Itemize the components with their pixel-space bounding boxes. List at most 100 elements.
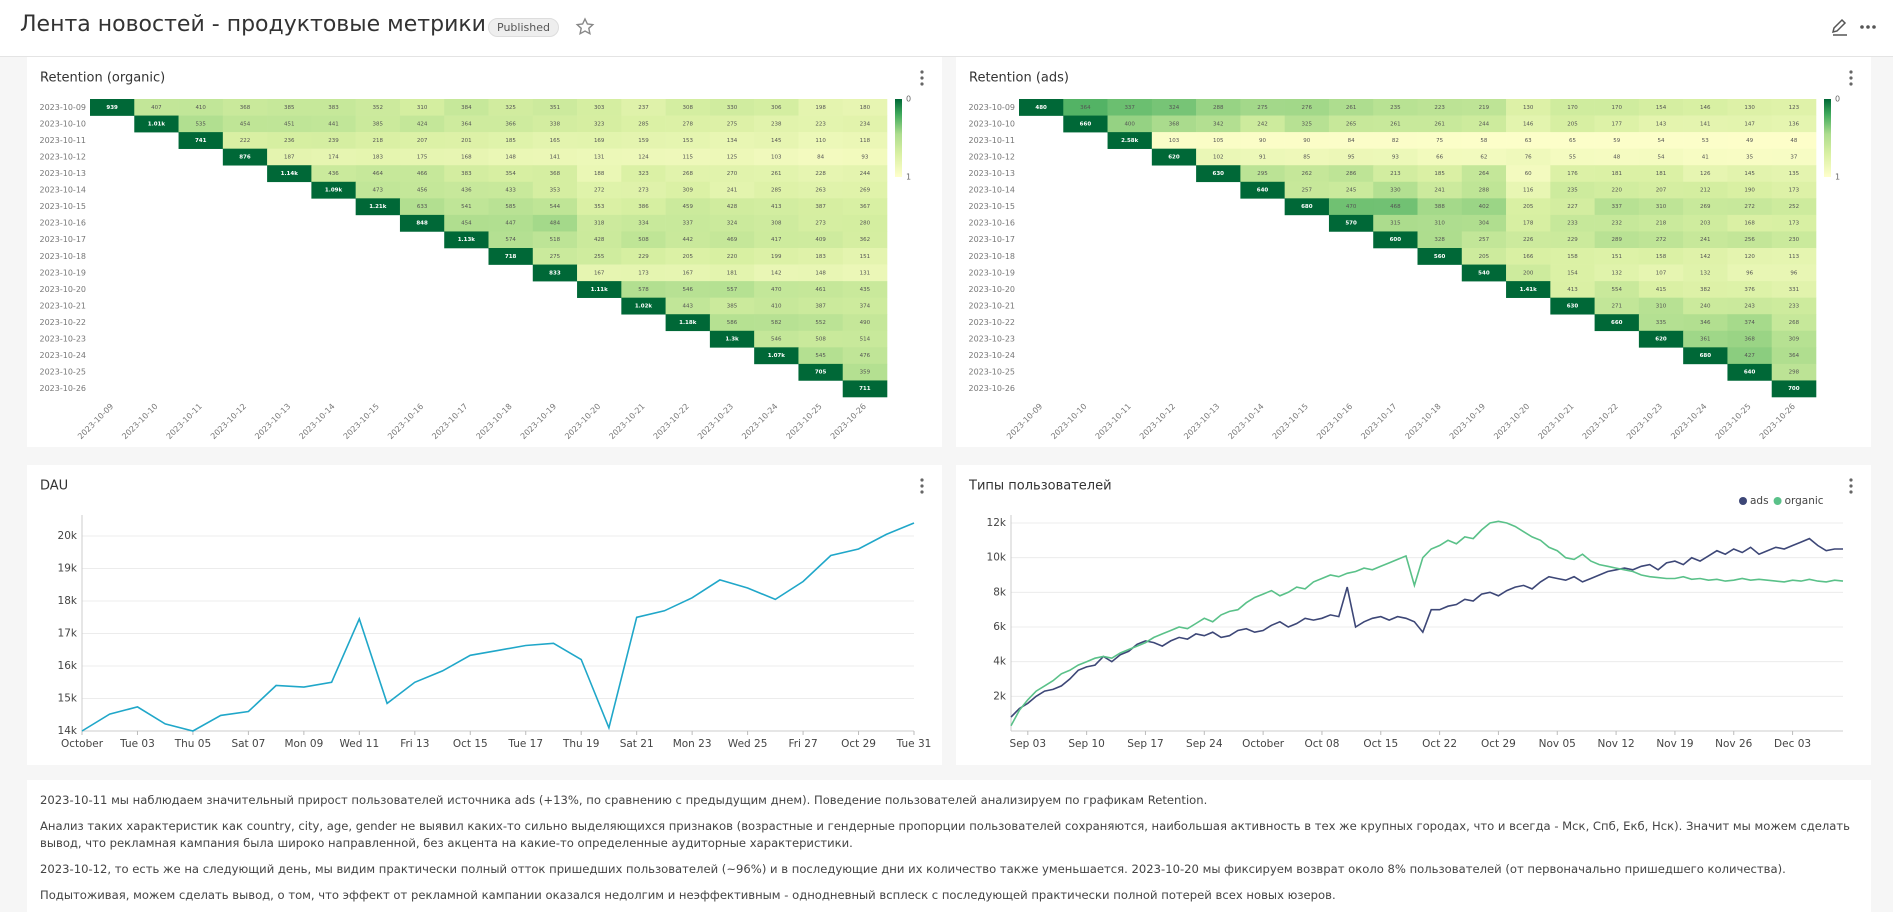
x-tick-label: Sat 21 [620, 738, 654, 750]
column-label: 2023-10-23 [1625, 402, 1664, 441]
heatmap-cell [444, 99, 489, 116]
cell-label: 273 [815, 221, 826, 227]
x-tick-label: Sep 10 [1068, 738, 1105, 750]
cell-label: 1.09k [325, 188, 343, 194]
menu-dot [1849, 70, 1853, 74]
heatmap-cell [1328, 99, 1374, 116]
cell-label: 235 [1390, 105, 1401, 111]
heatmap-cell [577, 148, 622, 166]
heatmap-cell [488, 148, 534, 166]
heatmap-cell [444, 132, 489, 149]
heatmap-cell [798, 214, 844, 232]
panel-menu[interactable] [920, 478, 924, 494]
heatmap-cell [1638, 132, 1684, 149]
x-tick-label: October [61, 738, 104, 750]
column-label: 2023-10-23 [696, 402, 735, 441]
row-label: 2023-10-25 [969, 368, 1016, 377]
cell-label: 252 [1789, 204, 1800, 210]
favorite-star[interactable] [575, 17, 595, 37]
cell-label: 141 [1700, 121, 1711, 127]
cell-label: 454 [240, 121, 251, 127]
heatmap-cell [1417, 148, 1463, 166]
more-menu[interactable] [1858, 17, 1878, 37]
heatmap-cell [1506, 264, 1551, 282]
heatmap-cell [577, 181, 622, 199]
heatmap-cell [1240, 115, 1285, 133]
panel-menu[interactable] [1849, 70, 1853, 86]
x-tick-label: Oct 29 [1481, 738, 1516, 750]
heatmap-cell [1240, 165, 1285, 183]
heatmap-cell [1328, 214, 1374, 232]
header: Лента новостей - продуктовые метрики Pub… [0, 0, 1893, 57]
edit-button[interactable] [1830, 17, 1850, 37]
note: 2023-10-11 мы наблюдаем значительный при… [40, 793, 1208, 807]
heatmap-cell [1417, 198, 1463, 216]
column-label: 2023-10-12 [209, 402, 248, 441]
heatmap-cell [665, 165, 711, 183]
cell-label: 508 [815, 337, 826, 343]
cell-label: 241 [1434, 188, 1445, 194]
column-label: 2023-10-09 [1005, 402, 1044, 441]
column-label: 2023-10-20 [563, 402, 602, 441]
cell-label: 280 [860, 221, 871, 227]
cell-label: 545 [815, 353, 826, 359]
cell-label: 308 [683, 105, 694, 111]
cell-label: 54 [1658, 154, 1665, 160]
cell-label: 223 [1434, 105, 1445, 111]
cell-label: 123 [1789, 105, 1800, 111]
cell-label: 242 [1257, 121, 1268, 127]
cell-label: 239 [328, 138, 339, 144]
heatmap-cell [1638, 165, 1684, 183]
heatmap-cell [798, 99, 844, 116]
cell-label: 309 [1789, 337, 1800, 343]
cell-label: 711 [859, 386, 871, 392]
heatmap-cell [444, 165, 489, 183]
heatmap-cell [709, 148, 755, 166]
heatmap-cell [532, 198, 578, 216]
cell-label: 223 [815, 121, 826, 127]
cell-label: 96 [1746, 270, 1753, 276]
heatmap-cell [1683, 115, 1728, 133]
heatmap-cell [1461, 148, 1507, 166]
cell-label: 229 [1567, 237, 1578, 243]
cell-label: 271 [1612, 303, 1623, 309]
heatmap-cell [798, 281, 844, 298]
heatmap-cell [532, 214, 578, 232]
cell-label: 298 [1789, 370, 1800, 376]
cell-label: 183 [373, 154, 384, 160]
heatmap-cell [1373, 198, 1418, 216]
row-label: 2023-10-24 [969, 351, 1016, 360]
row-label: 2023-10-15 [969, 202, 1016, 211]
cell-label: 178 [1523, 221, 1534, 227]
column-label: 2023-10-10 [1049, 402, 1088, 441]
cell-label: 278 [683, 121, 694, 127]
cell-label: 170 [1612, 105, 1623, 111]
cell-label: 165 [550, 138, 561, 144]
heatmap-cell [1417, 99, 1463, 116]
cell-label: 325 [505, 105, 516, 111]
heatmap-cell [798, 363, 844, 381]
cell-label: 324 [1169, 105, 1180, 111]
heatmap-cell [1727, 314, 1773, 332]
cell-label: 136 [1789, 121, 1800, 127]
heatmap-cell [1683, 231, 1728, 249]
heatmap-cell [842, 330, 888, 348]
row-label: 2023-10-11 [969, 136, 1016, 145]
cell-label: 166 [1523, 254, 1534, 260]
cell-label: 331 [1789, 287, 1800, 293]
cell-label: 383 [328, 105, 339, 111]
heatmap-cell [1727, 264, 1773, 282]
panel-title: DAU [40, 479, 68, 494]
heatmap-cell [665, 231, 711, 249]
heatmap-cell [842, 165, 888, 183]
heatmap-cell [488, 198, 534, 216]
cell-label: 741 [195, 138, 207, 144]
heatmap-cell [1683, 248, 1728, 265]
heatmap-cell [1373, 181, 1418, 199]
row-label: 2023-10-22 [969, 318, 1016, 327]
panel-menu[interactable] [1849, 478, 1853, 494]
heatmap-cell [621, 165, 666, 183]
cell-label: 680 [1700, 353, 1712, 359]
row-label: 2023-10-26 [969, 384, 1016, 393]
panel-menu[interactable] [920, 70, 924, 86]
